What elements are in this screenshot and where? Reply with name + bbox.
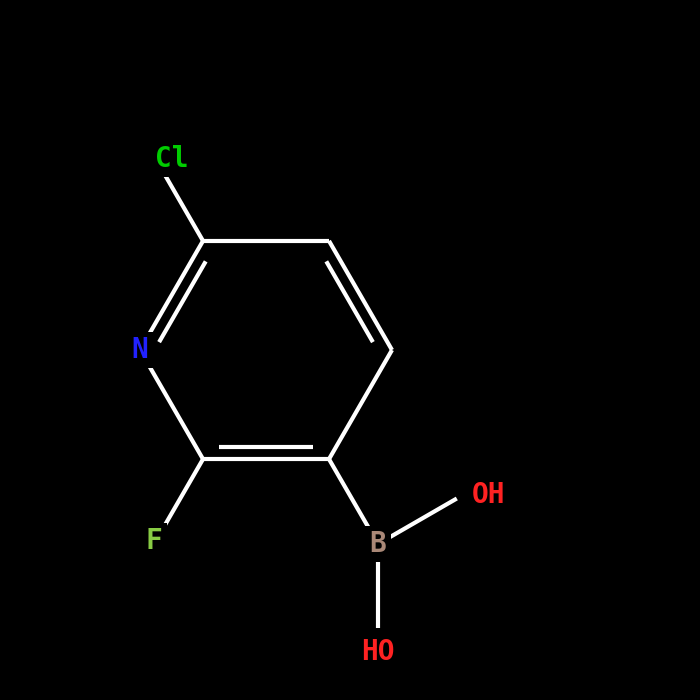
Text: Cl: Cl bbox=[155, 145, 188, 173]
Text: N: N bbox=[132, 336, 148, 364]
Text: OH: OH bbox=[472, 481, 505, 509]
Text: HO: HO bbox=[361, 638, 395, 666]
Text: B: B bbox=[370, 530, 386, 558]
Text: F: F bbox=[146, 527, 162, 555]
